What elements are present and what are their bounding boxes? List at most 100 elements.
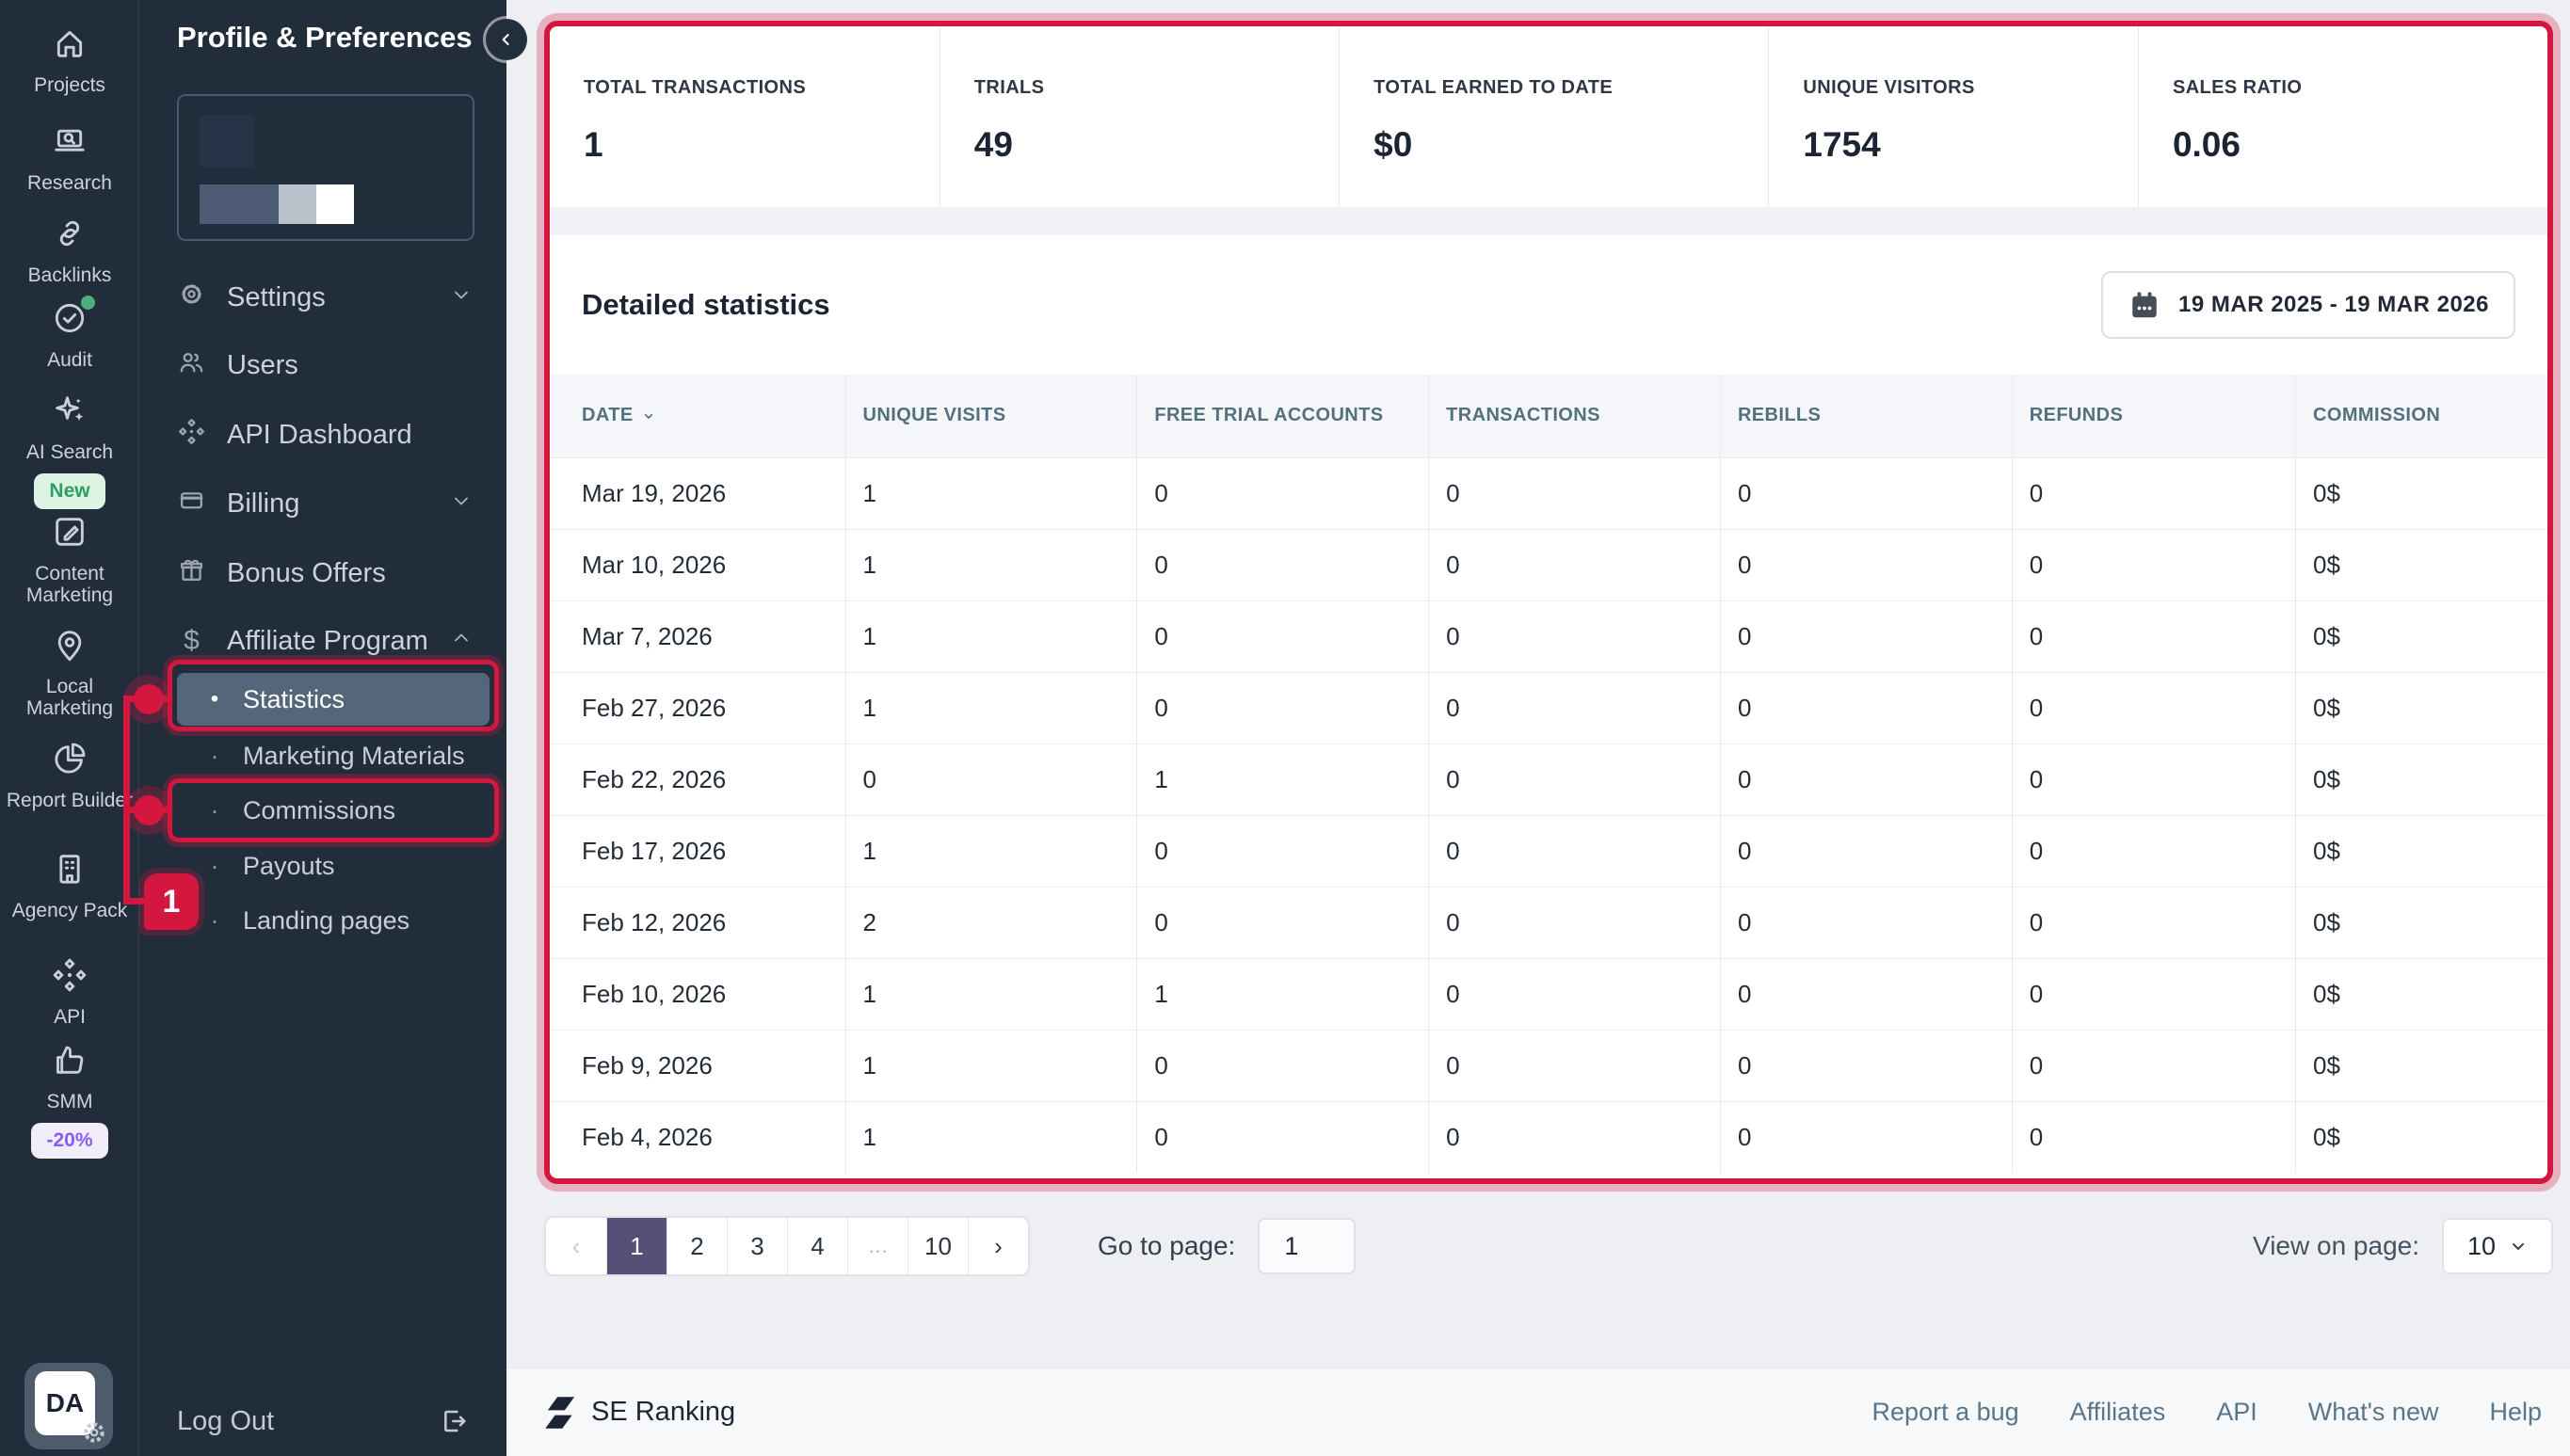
table-cell: Mar 10, 2026: [550, 528, 846, 600]
sidebar-item-landing-pages[interactable]: · Landing pages: [177, 894, 490, 947]
footer-link-help[interactable]: Help: [2489, 1398, 2542, 1426]
rail-item-report-builder[interactable]: Report Builder: [0, 740, 139, 811]
sidebar-item-marketing-materials[interactable]: · Marketing Materials: [177, 729, 490, 782]
page-button-10[interactable]: 10: [908, 1218, 968, 1274]
table-cell: 0: [1136, 1100, 1429, 1173]
rail-item-backlinks[interactable]: Backlinks: [0, 215, 139, 286]
submenu-label: Commissions: [243, 795, 396, 824]
rail-item-ai-search[interactable]: AI Search New: [0, 392, 139, 509]
stat-value: 49: [973, 125, 1013, 164]
sidebar-item-settings[interactable]: Settings: [177, 271, 473, 324]
table-cell: 0: [1719, 456, 2013, 529]
chevron-left-icon: [502, 34, 509, 45]
sidebar-item-users[interactable]: Users: [177, 339, 473, 392]
sidebar-item-commissions[interactable]: · Commissions: [177, 784, 490, 837]
rail-item-projects[interactable]: Projects: [0, 24, 139, 96]
sidebar-collapse-button[interactable]: [486, 19, 527, 60]
table-cell: 0: [2011, 743, 2296, 815]
submenu-label: Payouts: [243, 851, 335, 880]
profile-preview-card: [177, 94, 474, 241]
footer-link-whats-new[interactable]: What's new: [2307, 1398, 2439, 1426]
footer-links: Report a bug Affiliates API What's new H…: [1872, 1398, 2542, 1427]
logout-icon: [444, 1410, 466, 1432]
page-size-select[interactable]: 10: [2442, 1218, 2553, 1274]
rail-item-research[interactable]: Research: [0, 122, 139, 194]
table-cell: 0: [844, 743, 1137, 815]
rail-label: Research: [27, 171, 112, 194]
rail-item-local-marketing[interactable]: Local Marketing: [0, 626, 139, 720]
table-row: Mar 10, 2026 1 0 0 0 0 0$: [550, 528, 2547, 600]
footer-link-affiliates[interactable]: Affiliates: [2069, 1398, 2166, 1426]
sort-chevron-icon: [641, 405, 656, 426]
color-swatches: [200, 184, 354, 224]
research-icon: [51, 122, 88, 166]
table-cell: 0: [1719, 957, 2013, 1030]
column-header: TRANSACTIONS: [1428, 375, 1721, 457]
footer-link-api[interactable]: API: [2216, 1398, 2257, 1426]
rail-item-smm[interactable]: SMM -20%: [0, 1041, 139, 1159]
table-cell: 0$: [2295, 671, 2547, 744]
menu-label: API Dashboard: [227, 419, 412, 450]
date-range-picker[interactable]: 19 MAR 2025 - 19 MAR 2026: [2101, 271, 2515, 339]
footer-link-report-a-bug[interactable]: Report a bug: [1871, 1398, 2019, 1426]
rail-item-content-marketing[interactable]: Content Marketing: [0, 513, 139, 607]
sidebar-item-payouts[interactable]: · Payouts: [177, 840, 490, 892]
swatch-gray: [279, 184, 316, 224]
goto-page-input[interactable]: [1258, 1218, 1357, 1274]
swatch-slate: [200, 184, 279, 224]
table-cell: 0: [1719, 886, 2013, 958]
rail-label: Local Marketing: [25, 675, 114, 720]
gear-icon: [177, 280, 206, 316]
sidebar-item-bonus-offers[interactable]: Bonus Offers: [177, 547, 473, 600]
sidebar-item-statistics[interactable]: • Statistics: [177, 673, 490, 726]
table-cell: 0: [1719, 600, 2013, 672]
table-row: Feb 12, 2026 2 0 0 0 0 0$: [550, 886, 2547, 958]
statistics-panel: TOTAL TRANSACTIONS 1 TRIALS 49 TOTAL EAR…: [544, 21, 2553, 1184]
table-cell: 0: [1428, 1100, 1721, 1173]
sidebar-item-billing[interactable]: Billing: [177, 477, 473, 530]
table-row: Feb 10, 2026 1 1 0 0 0 0$: [550, 957, 2547, 1030]
table-cell: 0$: [2295, 600, 2547, 672]
table-cell: Feb 27, 2026: [550, 671, 846, 744]
table-cell: 1: [844, 957, 1137, 1030]
page-button-1[interactable]: 1: [606, 1218, 667, 1274]
table-cell: 0: [1136, 1029, 1429, 1101]
sidebar-title: Profile & Preferences: [177, 21, 473, 54]
page-button-4[interactable]: 4: [787, 1218, 847, 1274]
user-avatar[interactable]: DA: [24, 1363, 113, 1449]
rail-item-agency-pack[interactable]: Agency Pack: [0, 850, 139, 921]
stat-label: TOTAL EARNED TO DATE: [1373, 77, 1614, 98]
calendar-icon: [2132, 292, 2157, 318]
prev-page-button[interactable]: ‹: [571, 1231, 581, 1260]
sidebar-item-api-dashboard[interactable]: API Dashboard: [177, 408, 473, 461]
table-cell: 1: [844, 814, 1137, 887]
menu-label: Affiliate Program: [227, 625, 428, 656]
table-cell: 0: [2011, 814, 2296, 887]
table-cell: 0: [1428, 957, 1721, 1030]
rail-item-api[interactable]: API: [0, 956, 139, 1028]
table-cell: 0: [1719, 743, 2013, 815]
table-row: Feb 4, 2026 1 0 0 0 0 0$: [550, 1100, 2547, 1173]
sidebar-item-affiliate-program[interactable]: $ Affiliate Program: [177, 615, 473, 667]
rail-label: Audit: [47, 348, 92, 371]
rail-item-audit[interactable]: Audit: [0, 296, 139, 371]
next-page-button[interactable]: ›: [968, 1218, 1028, 1274]
logout-button[interactable]: Log Out: [177, 1395, 469, 1448]
view-on-page-label: View on page:: [2253, 1231, 2419, 1260]
date-range-value: 19 MAR 2025 - 19 MAR 2026: [2178, 292, 2489, 317]
table-cell: 0: [2011, 1029, 2296, 1101]
pencil-square-icon: [51, 513, 88, 556]
page-button-2[interactable]: 2: [667, 1218, 727, 1274]
table-cell: Feb 12, 2026: [550, 886, 846, 958]
credit-card-icon: [177, 486, 206, 522]
column-header-date[interactable]: DATE: [550, 375, 846, 457]
table-cell: Mar 7, 2026: [550, 600, 846, 672]
bullet: ·: [210, 905, 219, 935]
goto-page-label: Go to page:: [1098, 1231, 1236, 1260]
chevron-down-icon: [450, 282, 473, 313]
users-icon: [177, 347, 206, 384]
page-button-3[interactable]: 3: [727, 1218, 787, 1274]
stat-card-total-earned: TOTAL EARNED TO DATE $0: [1339, 26, 1768, 207]
submenu-label: Statistics: [243, 684, 345, 713]
